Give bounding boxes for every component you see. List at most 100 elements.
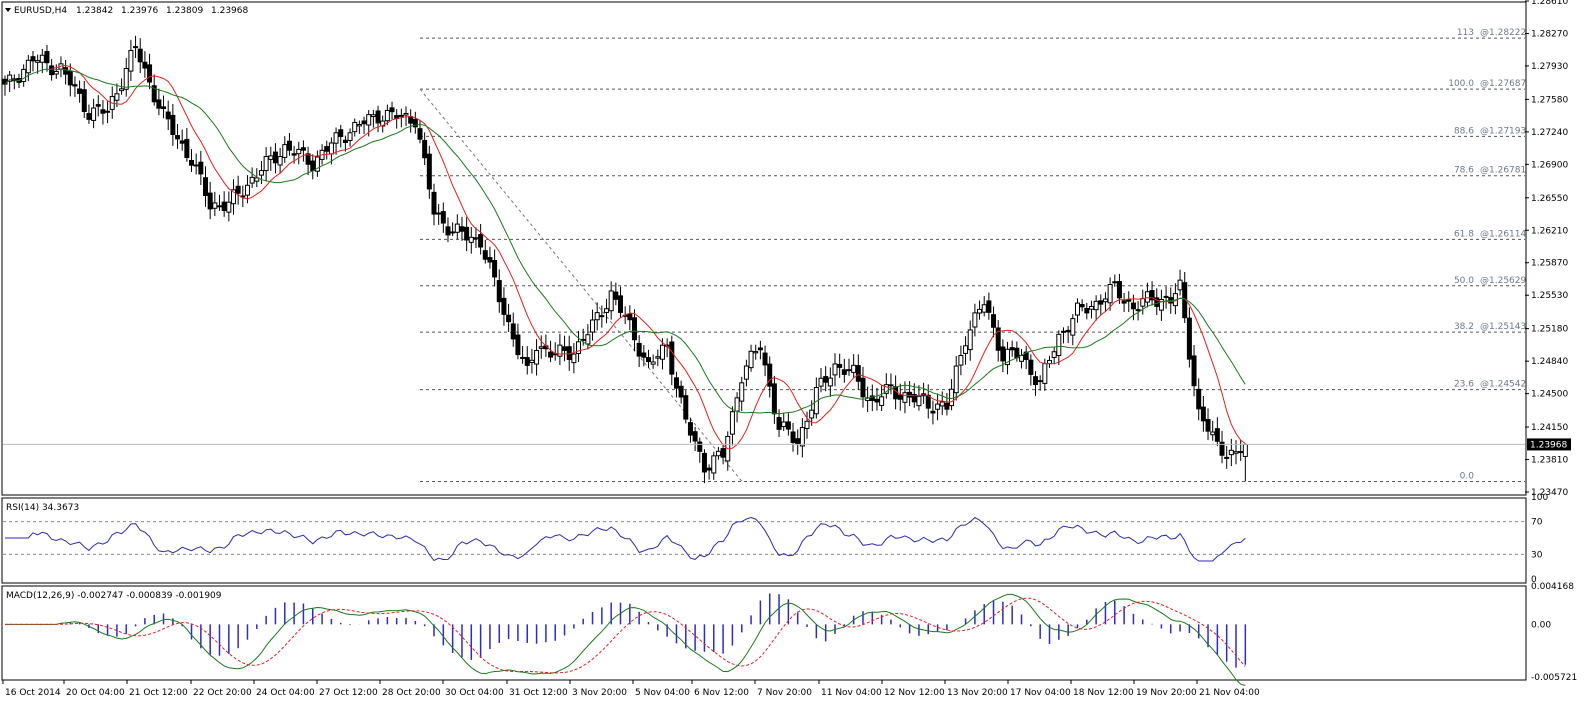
dropdown-triangle-icon[interactable] (5, 8, 11, 12)
candle-bear (837, 364, 843, 368)
candle-bear (1154, 297, 1160, 307)
candle-bull (748, 350, 754, 369)
price-axis: 1.28610 1.28270 1.27930 1.27580 1.27240 1.269… (1525, 0, 1568, 498)
price-tick-label: 1.28610 (1531, 0, 1568, 7)
candle-bull (604, 308, 610, 313)
macd-tick-label: 0.004168 (1531, 582, 1574, 592)
candle-bear (631, 317, 637, 341)
candle-bull (827, 377, 833, 387)
candle-bull (977, 308, 983, 314)
candle-bear (478, 234, 484, 248)
time-tick-label: 7 Nov 20:00 (757, 688, 812, 698)
candle-bear (823, 376, 829, 383)
candle-bull (105, 110, 111, 113)
candle-bull (655, 356, 661, 359)
candle-bull (608, 290, 614, 312)
candle-bull (650, 361, 656, 365)
candle-bear (1079, 304, 1085, 308)
fib-level-price: @1.25629 (1480, 276, 1526, 286)
candle-bull (967, 329, 973, 351)
candle-bull (39, 54, 45, 63)
candle-bull (939, 401, 945, 407)
fibonacci-trend-line (419, 88, 743, 482)
candle-bull (277, 156, 283, 166)
candle-bull (25, 59, 31, 74)
candle-bear (790, 431, 796, 443)
candle-bull (21, 68, 27, 83)
candle-bull (753, 351, 759, 354)
candle-bear (613, 291, 619, 300)
candle-bear (464, 226, 470, 241)
time-tick-label: 5 Nov 04:00 (635, 688, 690, 698)
candle-bear (361, 120, 367, 125)
candle-bear (100, 109, 106, 114)
time-tick-label: 11 Nov 04:00 (821, 688, 882, 698)
fib-anchor-line (419, 88, 743, 482)
candle-bull (384, 109, 390, 122)
rsi-line (5, 516, 1246, 562)
candle-bear (422, 139, 428, 159)
rsi-tick-label: 0 (1531, 575, 1537, 585)
candle-bear (776, 417, 782, 430)
candle-bull (1233, 451, 1239, 454)
candle-bear (67, 70, 73, 86)
candle-bear (487, 257, 493, 263)
candle-bear (389, 107, 395, 113)
candle-bull (851, 364, 857, 373)
macd-tick-label: 0.00 (1531, 620, 1551, 630)
candle-bull (296, 148, 302, 155)
candle-bull (953, 365, 959, 394)
candle-bull (473, 237, 479, 240)
candle-bear (44, 51, 50, 64)
candle-bull (818, 377, 824, 387)
fibonacci-levels: 113 @1.28222 100.0 @1.27687 88.6 @1.27193 78.6… (420, 28, 1526, 482)
candle-bear (669, 341, 675, 375)
candle-bear (300, 147, 306, 151)
candle-bull (212, 202, 218, 209)
candle-bear (1014, 347, 1020, 359)
candle-bull (1102, 298, 1108, 303)
candle-bull (128, 50, 134, 72)
candle-bear (286, 140, 292, 151)
time-tick-label: 6 Nov 12:00 (694, 688, 749, 698)
candle-bull (1074, 302, 1080, 316)
fib-level-label: 78.6 (1454, 166, 1474, 176)
candle-bull (585, 334, 591, 345)
candle-bull (1158, 298, 1164, 311)
fib-level-price: @1.24542 (1480, 380, 1526, 390)
symbol-header[interactable]: EURUSD,H4 1.23842 1.23976 1.23809 1.2396… (5, 6, 248, 16)
candle-bear (795, 438, 801, 445)
candle-bull (1088, 305, 1094, 310)
price-tick-label: 1.26210 (1531, 226, 1568, 236)
moving-average-fast (51, 64, 1246, 450)
price-tick-label: 1.25530 (1531, 291, 1568, 301)
candle-bear (72, 84, 78, 87)
ohlc-close: 1.23968 (211, 6, 248, 16)
candle-bear (562, 346, 568, 351)
candle-bull (1005, 348, 1011, 366)
candle-bear (762, 352, 768, 366)
candle-bear (687, 422, 693, 436)
candle-bull (226, 201, 232, 213)
candle-bull (1242, 443, 1248, 457)
time-tick-label: 18 Nov 12:00 (1073, 688, 1134, 698)
candle-bear (324, 146, 330, 152)
candle-bear (986, 300, 992, 313)
candle-bear (445, 226, 451, 236)
candle-bear (440, 211, 446, 224)
candle-bull (1140, 298, 1146, 307)
candle-bull (1144, 291, 1150, 303)
candle-bull (398, 114, 404, 117)
candle-bear (492, 259, 498, 278)
candle-bull (1228, 449, 1234, 456)
candle-bull (347, 132, 353, 141)
candle-bull (133, 46, 139, 49)
price-tick-label: 1.24500 (1531, 390, 1568, 400)
candle-bull (244, 184, 250, 196)
candle-bear (907, 391, 913, 398)
time-tick-label: 27 Oct 12:00 (319, 688, 378, 698)
rsi-title: RSI(14) 34.3673 (6, 503, 79, 513)
time-tick-label: 30 Oct 04:00 (445, 688, 504, 698)
